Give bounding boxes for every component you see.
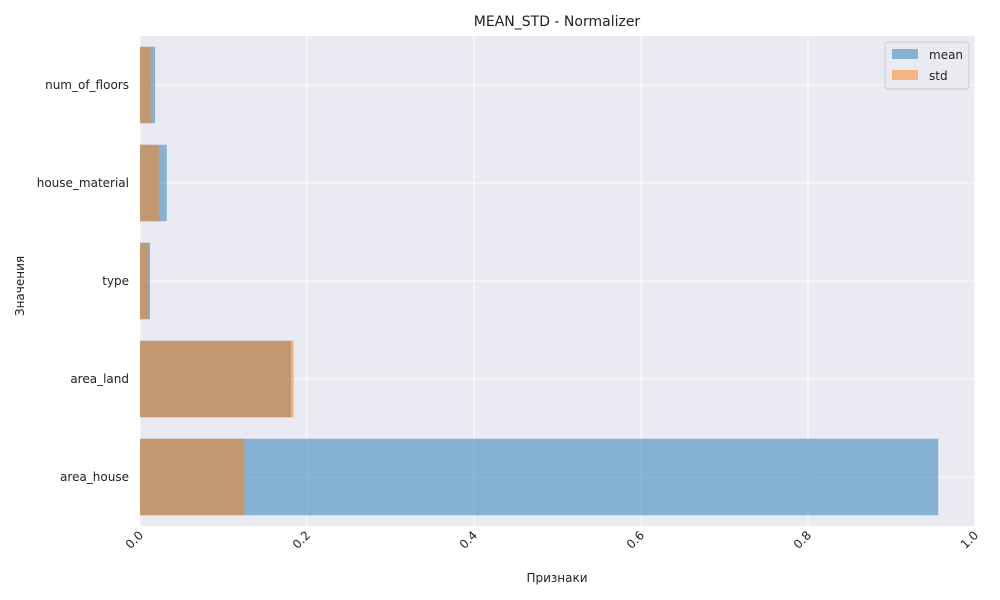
bar-std-area_land	[140, 340, 294, 418]
legend-label-std: std	[929, 69, 948, 83]
x-tick-label: 0.2	[290, 528, 313, 551]
x-tick-label: 0.6	[624, 528, 647, 551]
bar-std-type	[140, 242, 149, 320]
x-tick-label: 1.0	[958, 528, 981, 551]
legend: mean std	[884, 41, 970, 90]
y-tick-label: type	[102, 274, 129, 288]
x-tick-label: 0.4	[457, 528, 480, 551]
x-tick-label: 0.8	[791, 528, 814, 551]
y-tick-label: num_of_floors	[45, 78, 129, 92]
bar-std-house_material	[140, 144, 160, 222]
y-tick-labels: area_house area_land type house_material num…	[37, 78, 129, 484]
legend-label-mean: mean	[929, 48, 963, 62]
chart-title: MEAN_STD - Normalizer	[474, 14, 641, 30]
y-tick-label: house_material	[37, 176, 129, 190]
legend-swatch-std	[892, 70, 918, 80]
x-axis-title: Признаки	[526, 571, 587, 585]
y-tick-label: area_land	[70, 372, 129, 386]
legend-swatch-mean	[892, 49, 918, 59]
x-tick-label: 0.0	[123, 528, 146, 551]
bar-std-num_of_floors	[140, 46, 151, 124]
bar-std-area_house	[140, 438, 245, 516]
bar-mean-area_house	[140, 438, 939, 516]
y-axis-title: Значения	[13, 256, 27, 316]
x-tick-labels: 0.0 0.2 0.4 0.6 0.8 1.0	[123, 528, 981, 551]
bars-layer	[140, 46, 939, 516]
y-tick-label: area_house	[60, 470, 129, 484]
